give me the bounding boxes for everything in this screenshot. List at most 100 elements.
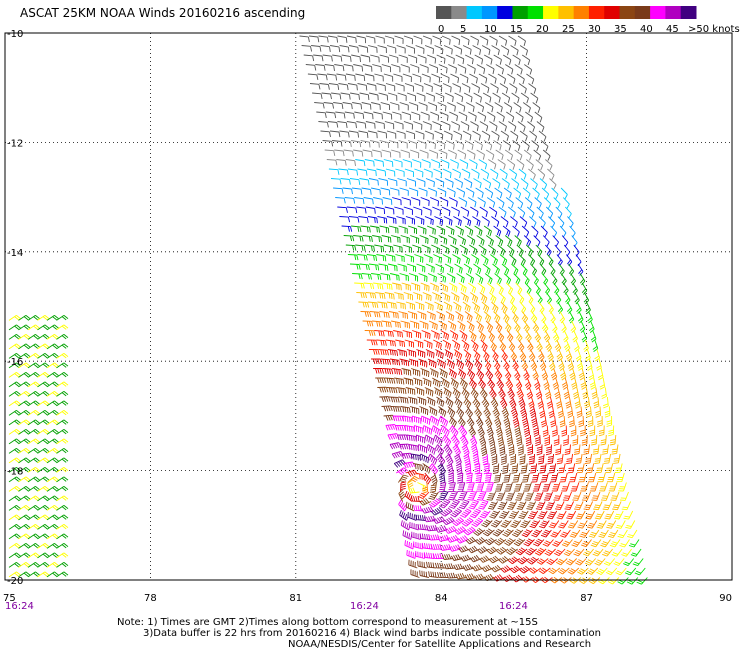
wind-barb	[461, 83, 471, 93]
wind-barb	[353, 149, 364, 157]
wind-barb	[419, 320, 429, 330]
wind-barb	[560, 368, 567, 381]
wind-barb	[464, 311, 473, 322]
wind-barb	[8, 457, 21, 464]
time-label: 16:24	[499, 601, 528, 612]
wind-barb	[543, 491, 553, 501]
wind-barb	[410, 235, 420, 244]
wind-barb	[427, 54, 437, 64]
colorbar-swatch	[665, 6, 682, 19]
wind-barb	[520, 406, 528, 419]
wind-barb	[56, 476, 69, 483]
wind-barb	[537, 510, 548, 520]
wind-barb	[548, 301, 554, 314]
wind-barb	[359, 178, 370, 186]
wind-barb	[355, 244, 366, 252]
wind-barb	[557, 406, 564, 419]
wind-barb	[466, 415, 475, 428]
wind-barb	[436, 225, 446, 235]
wind-barb	[520, 178, 529, 190]
wind-barb	[27, 391, 40, 397]
wind-barb	[485, 149, 495, 160]
wind-barb	[559, 472, 568, 483]
wind-barb	[499, 168, 508, 180]
time-label: 16:24	[350, 601, 379, 612]
wind-barb	[56, 505, 69, 511]
wind-barb	[337, 35, 348, 43]
wind-barb	[454, 396, 463, 409]
wind-barb	[484, 537, 497, 546]
wind-barb	[584, 453, 593, 464]
wind-barb	[320, 45, 331, 52]
wind-barb	[457, 64, 467, 74]
wind-barb	[320, 130, 331, 137]
wind-barb	[398, 140, 408, 149]
wind-barb	[349, 178, 361, 185]
wind-barb	[586, 567, 599, 575]
wind-barb	[498, 292, 506, 304]
wind-barb	[468, 377, 477, 390]
wind-barb	[434, 216, 444, 226]
wind-barb	[365, 292, 377, 299]
wind-barb	[498, 510, 510, 519]
wind-barb	[472, 45, 482, 55]
wind-barb	[448, 472, 454, 485]
wind-barb	[27, 372, 40, 378]
wind-barb	[27, 448, 40, 454]
wind-barb	[521, 415, 529, 428]
wind-barb	[498, 121, 507, 132]
wind-barb	[550, 415, 557, 428]
wind-barb	[417, 560, 427, 569]
wind-barb	[401, 282, 411, 291]
wind-barb	[426, 561, 437, 569]
wind-barb	[510, 216, 518, 228]
wind-barb	[46, 343, 59, 350]
wind-barb	[490, 396, 499, 409]
wind-barb	[333, 187, 344, 194]
wind-barb	[482, 263, 491, 275]
wind-barb	[443, 301, 453, 312]
wind-barb	[491, 216, 500, 227]
wind-barb	[492, 528, 505, 537]
wind-barb	[419, 406, 429, 416]
wind-barb	[607, 577, 620, 585]
wind-barb	[485, 368, 494, 381]
wind-barb	[510, 565, 523, 574]
wind-barb	[534, 282, 541, 295]
wind-barb	[301, 45, 313, 52]
wind-barb	[566, 301, 573, 314]
wind-barb	[473, 263, 482, 275]
wind-barb	[370, 225, 380, 233]
wind-barb	[509, 83, 518, 94]
wind-barb	[318, 121, 329, 128]
wind-barb	[463, 396, 472, 409]
wind-barb	[497, 159, 506, 170]
wind-barb	[450, 434, 460, 447]
wind-barb	[556, 396, 563, 409]
wind-barb	[352, 102, 363, 110]
wind-barb	[503, 102, 513, 113]
wind-barb	[460, 508, 472, 518]
wind-barb	[625, 520, 636, 529]
wind-barb	[527, 121, 536, 132]
wind-barb	[392, 368, 403, 375]
wind-barb	[435, 263, 445, 273]
wind-barb	[435, 92, 445, 102]
wind-barb	[416, 92, 426, 102]
wind-barb	[500, 216, 509, 227]
wind-barb	[483, 406, 491, 419]
wind-barb	[453, 301, 462, 312]
wind-barb	[399, 273, 409, 282]
wind-barb	[483, 573, 496, 582]
wind-barb	[328, 168, 340, 175]
wind-barb	[589, 377, 596, 390]
wind-barb	[539, 263, 547, 276]
wind-barb	[575, 349, 582, 362]
wind-barb	[448, 149, 457, 160]
wind-barb	[592, 548, 604, 557]
wind-barb	[510, 520, 522, 529]
wind-barb	[449, 111, 458, 122]
wind-barb	[372, 235, 383, 243]
wind-barb	[370, 54, 380, 63]
wind-barb	[579, 273, 586, 286]
